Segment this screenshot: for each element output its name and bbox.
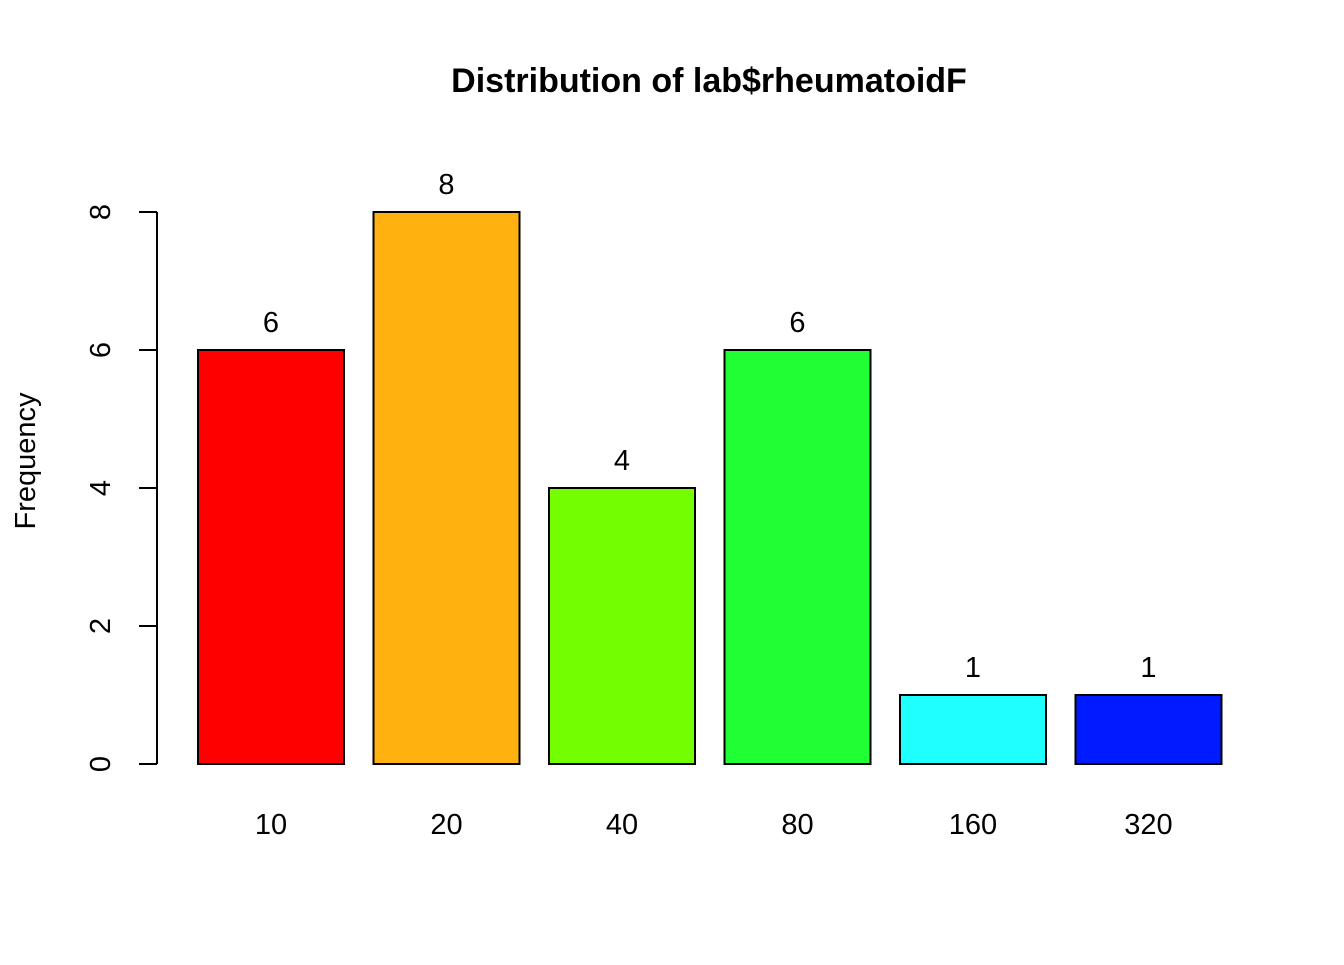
y-axis-label: Frequency xyxy=(10,392,42,530)
bar-80 xyxy=(723,349,872,765)
bar-160 xyxy=(899,694,1047,765)
x-tick-label: 40 xyxy=(606,809,638,841)
y-axis: 0 2 4 6 8 xyxy=(85,204,158,772)
bars xyxy=(197,211,1223,765)
data-label: 1 xyxy=(1140,652,1156,684)
data-label: 8 xyxy=(438,169,454,201)
y-tick-label: 0 xyxy=(85,756,117,772)
bar-10 xyxy=(197,349,345,765)
x-tick-label: 160 xyxy=(949,809,997,841)
y-tick-label: 6 xyxy=(85,342,117,358)
bar-40 xyxy=(548,487,696,765)
data-label: 1 xyxy=(965,652,981,684)
x-tick-labels: 10 20 40 80 160 320 xyxy=(255,809,1173,841)
x-tick-label: 20 xyxy=(430,809,462,841)
data-labels: 6 8 4 6 1 1 xyxy=(263,169,1157,684)
data-label: 6 xyxy=(789,307,805,339)
bar-20 xyxy=(372,211,521,765)
data-label: 6 xyxy=(263,307,279,339)
data-label: 4 xyxy=(614,445,630,477)
x-tick-label: 320 xyxy=(1124,809,1172,841)
y-tick-label: 2 xyxy=(85,618,117,634)
chart-title: Distribution of lab$rheumatoidF xyxy=(451,62,967,100)
bar-320 xyxy=(1074,694,1223,765)
y-tick-label: 8 xyxy=(85,204,117,220)
x-tick-label: 10 xyxy=(255,809,287,841)
x-tick-label: 80 xyxy=(781,809,813,841)
y-tick-label: 4 xyxy=(85,480,117,496)
